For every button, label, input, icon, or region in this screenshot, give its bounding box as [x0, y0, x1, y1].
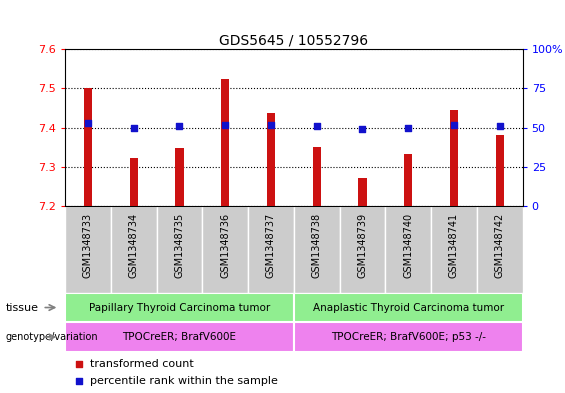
Point	[267, 121, 276, 128]
Bar	[477, 206, 523, 293]
Point	[403, 125, 412, 131]
Text: GSM1348741: GSM1348741	[449, 213, 459, 278]
Bar	[267, 113, 275, 206]
Point	[450, 121, 459, 128]
Text: GSM1348738: GSM1348738	[312, 213, 321, 278]
Text: GSM1348735: GSM1348735	[175, 213, 184, 279]
Bar	[312, 147, 321, 206]
Bar	[294, 322, 523, 352]
Bar	[358, 178, 367, 206]
Bar	[65, 293, 294, 322]
Point	[129, 125, 138, 131]
Point	[414, 137, 423, 143]
Point	[84, 120, 93, 126]
Bar	[157, 206, 202, 293]
Text: Papillary Thyroid Carcinoma tumor: Papillary Thyroid Carcinoma tumor	[89, 303, 270, 312]
Text: GSM1348740: GSM1348740	[403, 213, 413, 278]
Bar	[129, 158, 138, 206]
Text: TPOCreER; BrafV600E: TPOCreER; BrafV600E	[123, 332, 236, 342]
Bar	[294, 293, 523, 322]
Bar	[404, 154, 412, 206]
Text: percentile rank within the sample: percentile rank within the sample	[90, 376, 278, 386]
Point	[414, 298, 423, 304]
Bar	[84, 88, 92, 206]
Text: Anaplastic Thyroid Carcinoma tumor: Anaplastic Thyroid Carcinoma tumor	[312, 303, 504, 312]
Bar	[431, 206, 477, 293]
Point	[495, 123, 504, 129]
Bar	[450, 110, 458, 206]
Text: GSM1348736: GSM1348736	[220, 213, 230, 278]
Text: GSM1348739: GSM1348739	[358, 213, 367, 278]
Bar	[294, 206, 340, 293]
Point	[358, 126, 367, 132]
Point	[175, 123, 184, 129]
Text: tissue: tissue	[6, 303, 38, 312]
Bar	[65, 322, 294, 352]
Text: GSM1348733: GSM1348733	[83, 213, 93, 278]
Text: GSM1348737: GSM1348737	[266, 213, 276, 279]
Point	[221, 121, 230, 128]
Text: TPOCreER; BrafV600E; p53 -/-: TPOCreER; BrafV600E; p53 -/-	[331, 332, 486, 342]
Bar	[65, 206, 111, 293]
Bar	[385, 206, 431, 293]
Bar	[496, 135, 504, 206]
Bar	[221, 79, 229, 206]
Text: transformed count: transformed count	[90, 358, 194, 369]
Text: genotype/variation: genotype/variation	[6, 332, 98, 342]
Bar	[111, 206, 157, 293]
Bar	[248, 206, 294, 293]
Point	[312, 123, 321, 129]
Title: GDS5645 / 10552796: GDS5645 / 10552796	[219, 34, 368, 48]
Bar	[340, 206, 385, 293]
Bar	[202, 206, 248, 293]
Text: GSM1348742: GSM1348742	[495, 213, 505, 279]
Text: GSM1348734: GSM1348734	[129, 213, 138, 278]
Bar	[175, 148, 184, 206]
